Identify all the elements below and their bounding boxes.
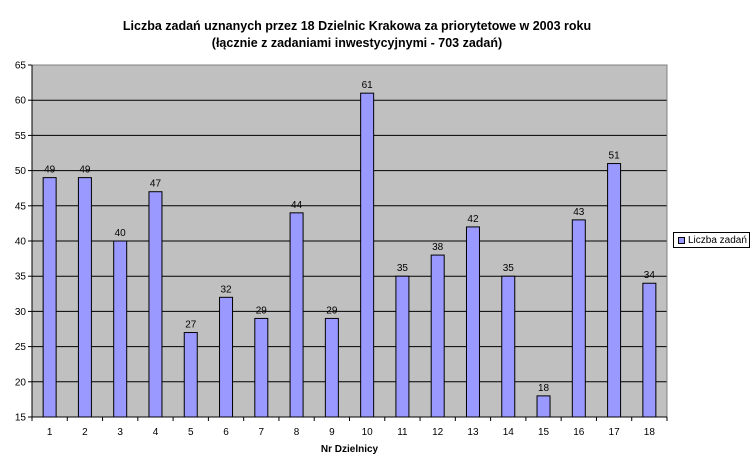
y-tick-label: 35 — [15, 272, 27, 283]
data-label: 18 — [538, 383, 550, 394]
data-label: 43 — [573, 207, 585, 218]
data-label: 35 — [397, 263, 409, 274]
bar — [501, 275, 516, 418]
data-label: 35 — [503, 263, 515, 274]
x-tick-label: 11 — [397, 427, 408, 438]
y-tick-label: 50 — [15, 166, 27, 177]
x-tick-label: 3 — [117, 427, 123, 438]
bar — [42, 177, 57, 418]
data-label: 47 — [150, 179, 162, 190]
data-label: 34 — [644, 270, 656, 281]
bar — [324, 317, 339, 418]
bar — [183, 332, 198, 418]
data-label: 27 — [185, 320, 197, 331]
bar — [254, 317, 269, 418]
x-tick-label: 9 — [329, 427, 335, 438]
x-tick-label: 15 — [538, 427, 550, 438]
x-tick-label: 8 — [294, 427, 300, 438]
x-tick-label: 18 — [644, 427, 656, 438]
data-label: 29 — [326, 305, 338, 316]
legend-swatch — [678, 236, 685, 244]
legend-label: Liczba zadań — [688, 234, 747, 246]
data-label: 29 — [256, 305, 268, 316]
bar — [219, 296, 234, 418]
x-tick-label: 4 — [153, 427, 159, 438]
bar — [430, 254, 445, 418]
data-label: 49 — [79, 165, 91, 176]
y-tick-label: 20 — [15, 377, 27, 388]
x-tick-label: 6 — [223, 427, 229, 438]
data-label: 40 — [115, 228, 127, 239]
x-tick-label: 14 — [503, 427, 515, 438]
y-tick-label: 40 — [15, 237, 27, 248]
data-label: 51 — [609, 151, 621, 162]
bar — [571, 219, 586, 418]
x-tick-label: 7 — [259, 427, 265, 438]
chart-title-line2: (łącznie z zadaniami inwestycyjnymi - 70… — [211, 36, 503, 50]
x-tick-label: 12 — [432, 427, 444, 438]
bar — [395, 275, 410, 418]
x-tick-label: 10 — [362, 427, 374, 438]
bar — [465, 226, 480, 418]
data-label: 42 — [467, 214, 479, 225]
x-tick-label: 16 — [573, 427, 585, 438]
y-tick-label: 45 — [15, 201, 27, 212]
x-tick-label: 1 — [47, 427, 53, 438]
y-tick-label: 15 — [15, 413, 27, 424]
bar — [607, 163, 622, 418]
x-tick-label: 17 — [609, 427, 621, 438]
bar — [536, 395, 551, 418]
data-label: 44 — [291, 200, 303, 211]
y-tick-label: 55 — [15, 131, 27, 142]
y-tick-label: 65 — [15, 61, 27, 72]
x-tick-label: 5 — [188, 427, 194, 438]
chart-title-line1: Liczba zadań uznanych przez 18 Dzielnic … — [122, 19, 592, 33]
data-label: 49 — [44, 165, 56, 176]
data-label: 32 — [220, 284, 232, 295]
bar — [148, 191, 163, 418]
x-tick-label: 2 — [82, 427, 88, 438]
chart-title: Liczba zadań uznanych przez 18 Dzielnic … — [0, 18, 714, 52]
data-label: 61 — [362, 80, 374, 91]
data-label: 38 — [432, 242, 444, 253]
bar — [113, 240, 128, 418]
y-tick-label: 30 — [15, 307, 27, 318]
y-tick-label: 25 — [15, 342, 27, 353]
legend: Liczba zadań — [673, 232, 750, 248]
x-axis-title: Nr Dzielnicy — [321, 444, 379, 455]
bar — [360, 92, 375, 418]
bar — [77, 177, 92, 418]
bar — [289, 212, 304, 418]
bar — [642, 282, 657, 418]
x-tick-label: 13 — [467, 427, 479, 438]
y-tick-label: 60 — [15, 96, 27, 107]
